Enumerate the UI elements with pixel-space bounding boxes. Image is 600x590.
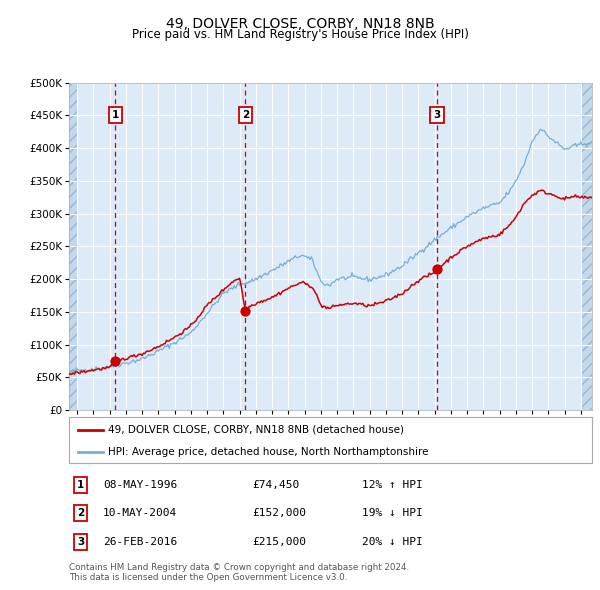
Text: 1: 1	[77, 480, 84, 490]
Text: £152,000: £152,000	[252, 509, 306, 518]
Text: 2: 2	[77, 509, 84, 518]
Text: HPI: Average price, detached house, North Northamptonshire: HPI: Average price, detached house, Nort…	[108, 447, 429, 457]
Text: 3: 3	[77, 537, 84, 546]
Text: 3: 3	[433, 110, 440, 120]
Text: 49, DOLVER CLOSE, CORBY, NN18 8NB: 49, DOLVER CLOSE, CORBY, NN18 8NB	[166, 17, 434, 31]
Bar	[69, 83, 77, 410]
Text: 19% ↓ HPI: 19% ↓ HPI	[362, 509, 423, 518]
Text: 1: 1	[112, 110, 119, 120]
Text: 49, DOLVER CLOSE, CORBY, NN18 8NB (detached house): 49, DOLVER CLOSE, CORBY, NN18 8NB (detac…	[108, 425, 404, 435]
Text: 12% ↑ HPI: 12% ↑ HPI	[362, 480, 423, 490]
Text: £215,000: £215,000	[252, 537, 306, 546]
Text: Contains HM Land Registry data © Crown copyright and database right 2024.: Contains HM Land Registry data © Crown c…	[69, 563, 409, 572]
Text: This data is licensed under the Open Government Licence v3.0.: This data is licensed under the Open Gov…	[69, 572, 347, 582]
Text: £74,450: £74,450	[252, 480, 299, 490]
Text: 26-FEB-2016: 26-FEB-2016	[103, 537, 177, 546]
Text: 20% ↓ HPI: 20% ↓ HPI	[362, 537, 423, 546]
Text: 10-MAY-2004: 10-MAY-2004	[103, 509, 177, 518]
Point	[110, 356, 120, 366]
Text: 2: 2	[242, 110, 249, 120]
Text: Price paid vs. HM Land Registry's House Price Index (HPI): Price paid vs. HM Land Registry's House …	[131, 28, 469, 41]
Bar	[581, 83, 592, 410]
Point	[432, 264, 442, 274]
Text: 08-MAY-1996: 08-MAY-1996	[103, 480, 177, 490]
Point	[241, 306, 250, 315]
